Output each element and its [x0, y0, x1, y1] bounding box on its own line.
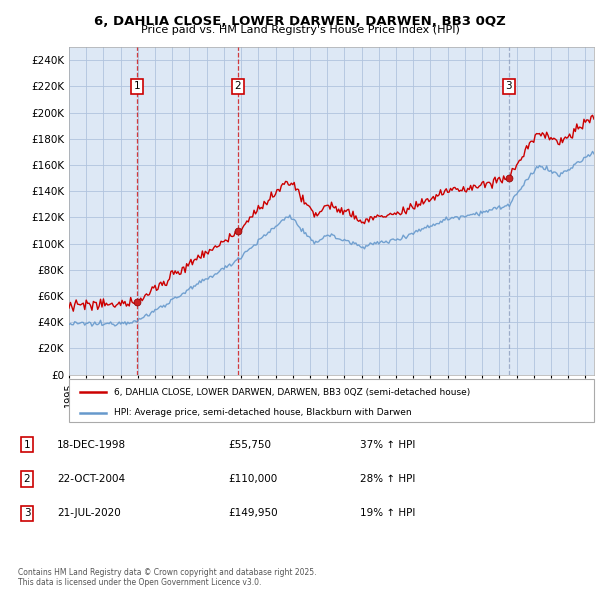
Text: £110,000: £110,000 [228, 474, 277, 484]
Text: 21-JUL-2020: 21-JUL-2020 [57, 509, 121, 518]
Text: 18-DEC-1998: 18-DEC-1998 [57, 440, 126, 450]
Text: Price paid vs. HM Land Registry's House Price Index (HPI): Price paid vs. HM Land Registry's House … [140, 25, 460, 35]
Text: Contains HM Land Registry data © Crown copyright and database right 2025.
This d: Contains HM Land Registry data © Crown c… [18, 568, 317, 587]
Text: 19% ↑ HPI: 19% ↑ HPI [360, 509, 415, 518]
Text: 3: 3 [505, 81, 512, 91]
Text: 1: 1 [23, 440, 31, 450]
Text: 3: 3 [23, 509, 31, 518]
Text: £149,950: £149,950 [228, 509, 278, 518]
Text: 6, DAHLIA CLOSE, LOWER DARWEN, DARWEN, BB3 0QZ: 6, DAHLIA CLOSE, LOWER DARWEN, DARWEN, B… [94, 15, 506, 28]
Text: 1: 1 [134, 81, 140, 91]
Text: £55,750: £55,750 [228, 440, 271, 450]
Text: 6, DAHLIA CLOSE, LOWER DARWEN, DARWEN, BB3 0QZ (semi-detached house): 6, DAHLIA CLOSE, LOWER DARWEN, DARWEN, B… [113, 388, 470, 396]
Text: 2: 2 [23, 474, 31, 484]
Text: 22-OCT-2004: 22-OCT-2004 [57, 474, 125, 484]
Text: HPI: Average price, semi-detached house, Blackburn with Darwen: HPI: Average price, semi-detached house,… [113, 408, 411, 417]
Text: 28% ↑ HPI: 28% ↑ HPI [360, 474, 415, 484]
Text: 2: 2 [235, 81, 241, 91]
Text: 37% ↑ HPI: 37% ↑ HPI [360, 440, 415, 450]
